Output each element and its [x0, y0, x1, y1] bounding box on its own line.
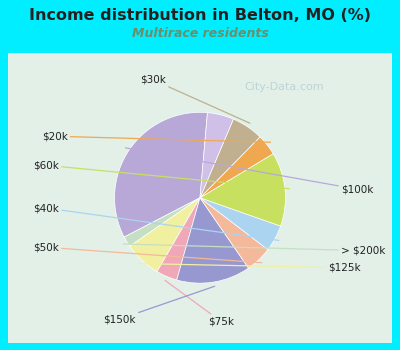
Text: $125k: $125k: [139, 263, 361, 273]
Wedge shape: [157, 198, 200, 280]
Wedge shape: [200, 198, 280, 250]
Text: $150k: $150k: [104, 286, 215, 324]
Wedge shape: [114, 112, 208, 237]
Wedge shape: [177, 198, 248, 283]
Wedge shape: [200, 137, 273, 198]
Wedge shape: [124, 198, 200, 246]
Text: Multirace residents: Multirace residents: [132, 27, 268, 40]
Text: $75k: $75k: [165, 280, 234, 327]
Wedge shape: [200, 154, 286, 226]
Wedge shape: [200, 119, 260, 198]
Text: > $200k: > $200k: [123, 244, 385, 256]
Text: $30k: $30k: [140, 75, 250, 123]
Wedge shape: [200, 113, 233, 198]
Text: $60k: $60k: [33, 160, 289, 189]
Wedge shape: [200, 198, 268, 268]
Text: Income distribution in Belton, MO (%): Income distribution in Belton, MO (%): [29, 8, 371, 23]
Text: City-Data.com: City-Data.com: [245, 82, 324, 92]
FancyBboxPatch shape: [8, 52, 392, 343]
Text: $20k: $20k: [42, 131, 270, 142]
Wedge shape: [130, 198, 200, 272]
Text: $50k: $50k: [33, 242, 262, 263]
Text: $100k: $100k: [126, 148, 373, 194]
Text: $40k: $40k: [33, 203, 279, 240]
